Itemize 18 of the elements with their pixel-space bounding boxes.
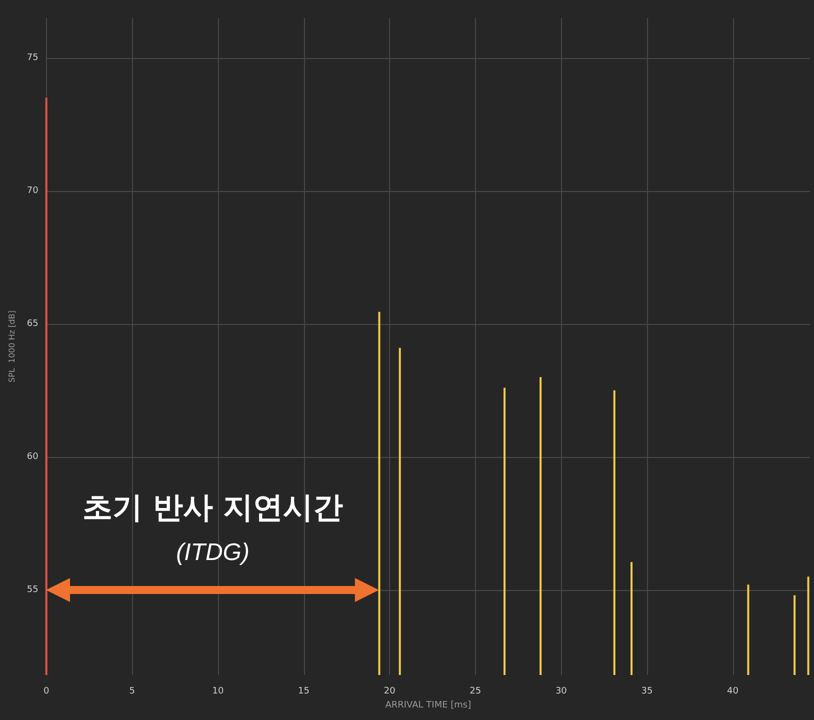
annotation: 초기 반사 지연시간 xyxy=(82,489,344,528)
y-tick-label: 75 xyxy=(26,52,38,63)
x-tick-label: 25 xyxy=(470,686,482,696)
x-tick-label: 35 xyxy=(641,686,653,696)
x-tick-label: 0 xyxy=(43,686,50,696)
x-tick-label: 30 xyxy=(555,686,568,696)
x-tick-label: 10 xyxy=(212,686,224,696)
y-tick-label: 55 xyxy=(26,584,38,595)
x-axis-title: ARRIVAL TIME [ms] xyxy=(385,700,472,710)
x-tick-label: 5 xyxy=(129,686,136,696)
x-tick-label: 15 xyxy=(298,686,310,696)
x-tick-label: 40 xyxy=(727,686,739,696)
y-tick-label: 60 xyxy=(26,452,39,462)
y-axis-title: SPL 1000 Hz [dB] xyxy=(8,310,16,382)
annotation: (ITDG) xyxy=(176,538,250,567)
x-tick-label: 20 xyxy=(384,686,396,696)
y-tick-label: 65 xyxy=(26,318,38,329)
y-tick-label: 70 xyxy=(26,186,39,196)
